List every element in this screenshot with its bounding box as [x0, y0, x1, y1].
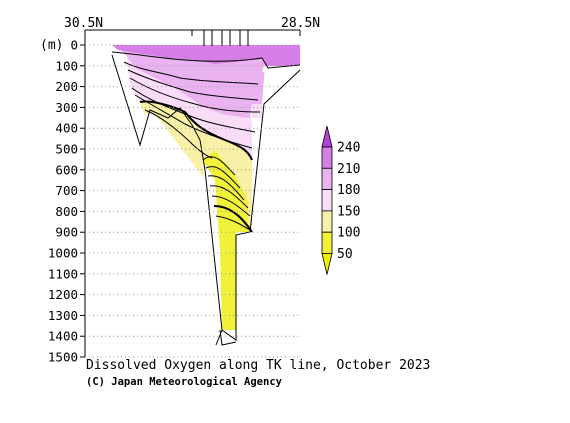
colorbar-label: 240 [337, 141, 360, 156]
depth-tick-label: 600 [55, 162, 78, 177]
colorbar-cap-bottom [321, 253, 333, 275]
colorbar-segment [321, 189, 333, 212]
colorbar-cap-top [321, 125, 333, 148]
colorbar-label: 150 [337, 204, 360, 219]
depth-tick-label: 800 [55, 204, 78, 219]
latitude-right-label: 28.5N [281, 16, 320, 31]
depth-tick-label: 0 [70, 38, 78, 53]
fill-210-240 [112, 45, 300, 68]
oxygen-fill-areas [112, 45, 300, 330]
depth-tick-label: 300 [55, 100, 78, 115]
sea-floor-outline [111, 54, 301, 346]
depth-tick-label: 900 [55, 225, 78, 240]
colorbar-segment [321, 167, 333, 191]
depth-tick-label: 1200 [48, 287, 78, 302]
depth-axis: 0 100 200 300 400 500 600 700 800 900 1000 1100 1200… [48, 38, 300, 365]
colorbar-segment [321, 146, 333, 169]
depth-tick-label: 1100 [48, 266, 78, 281]
colorbar-label: 50 [337, 247, 353, 262]
depth-tick-label: 1400 [48, 329, 78, 344]
credit-label: (C) Japan Meteorological Agency [86, 376, 282, 388]
colorbar-segment [321, 231, 333, 254]
depth-tick-label: 700 [55, 183, 78, 198]
depth-tick-label: 200 [55, 79, 78, 94]
colorbar-label: 100 [337, 226, 360, 241]
colorbar-label: 180 [337, 183, 360, 198]
depth-tick-label: 100 [55, 58, 78, 73]
depth-unit-label: (m) [40, 38, 63, 53]
depth-tick-label: 400 [55, 121, 78, 136]
colorbar-label: 210 [337, 162, 360, 177]
latitude-left-label: 30.5N [64, 16, 103, 31]
fill-100-150 [140, 100, 252, 232]
depth-tick-label: 1500 [48, 350, 78, 365]
colorbar-segment [321, 210, 333, 233]
top-ticks [84, 30, 301, 46]
depth-tick-label: 500 [55, 142, 78, 157]
colorbar: 240 210 180 150 100 50 [321, 125, 360, 275]
chart-title: Dissolved Oxygen along TK line, October … [86, 358, 431, 373]
depth-tick-label: 1300 [48, 308, 78, 323]
depth-tick-label: 1000 [48, 246, 78, 261]
